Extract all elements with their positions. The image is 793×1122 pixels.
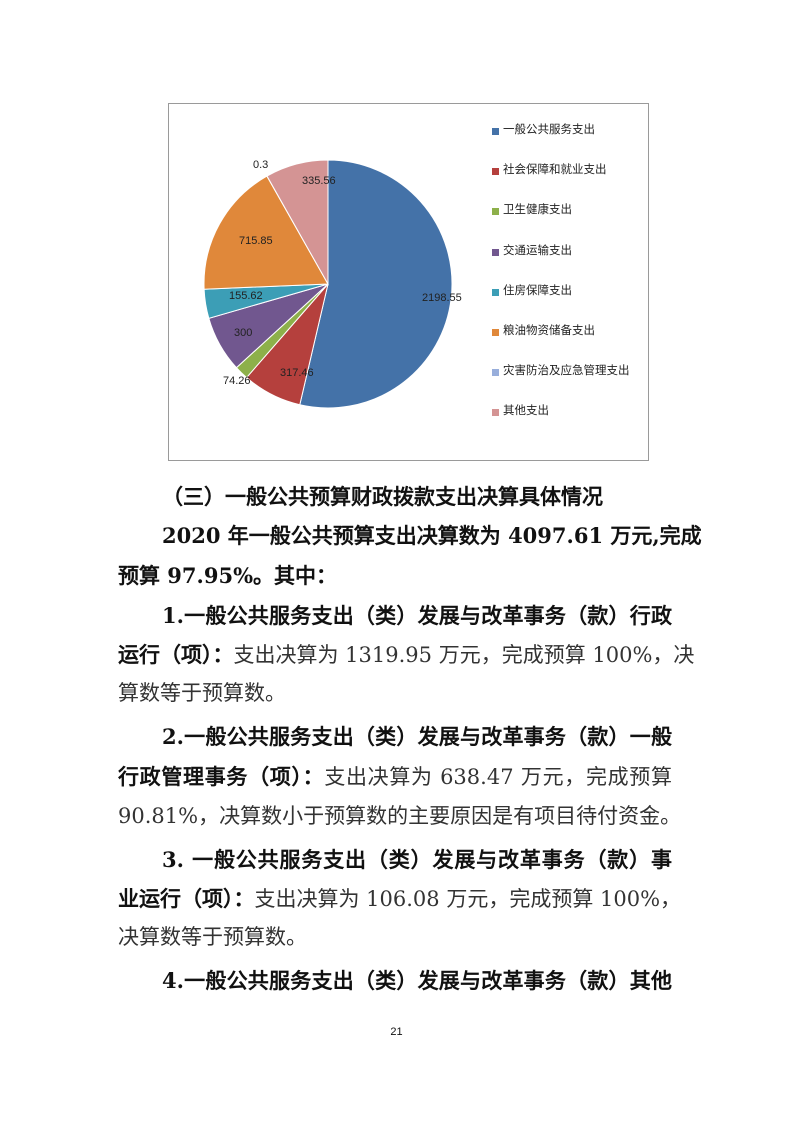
page-number: 21 [390,1026,403,1038]
body-text: 算数等于预算数。 [118,681,286,705]
legend-swatch [492,328,499,336]
pie-svg: 2198.55 317.46 74.26 300 155.62 715.85 0.3 335.… [203,159,462,409]
body-text: 90.81%，决算数小于预算数的主要原因是有项目待付资金。 [118,804,682,828]
pie-slice [299,159,453,409]
bold-text: 业运行（项）： [118,886,255,911]
body-text: 支出决算为 638.47 万元，完成预算 [324,765,672,789]
bold-text: 3. 一般公共服务支出（类）发展与改革事务（款）事 [162,847,672,872]
legend-item: 灾害防治及应急管理支出 [492,363,643,403]
text-line: 业运行（项）：支出决算为 106.08 万元，完成预算 100%， [118,885,681,913]
pie-chart: 2198.55 317.46 74.26 300 155.62 715.85 0.3 335.… [168,103,649,461]
legend-swatch [492,248,499,256]
bold-text: （三）一般公共预算财政拨款支出决算具体情况 [162,484,603,509]
bold-text: 行政管理事务（项）： [118,764,325,789]
text-line: 2.一般公共服务支出（类）发展与改革事务（款）一般 [162,723,672,751]
body-text: 决算数等于预算数。 [118,925,307,949]
bold-text: 2020 年一般公共预算支出决算数为 4097.61 万元,完成 [162,523,702,548]
bold-text: 1.一般公共服务支出（类）发展与改革事务（款）行政 [162,603,672,628]
legend-label: 其他支出 [503,403,549,418]
legend-swatch [492,409,499,417]
legend-item: 社会保障和就业支出 [492,162,643,202]
legend-item: 粮油物资储备支出 [492,323,643,363]
slice-data-label: 0.3 [253,159,268,171]
slice-data-label: 2198.55 [422,292,462,304]
text-line: 算数等于预算数。 [118,679,672,707]
body-text: 支出决算为 106.08 万元，完成预算 100%， [254,887,682,911]
text-line: 预算 97.95%。其中： [118,562,672,590]
text-line: 决算数等于预算数。 [118,923,672,951]
bold-text: 运行（项）： [118,642,234,667]
legend-item: 卫生健康支出 [492,202,643,242]
slice-data-label: 317.46 [280,367,314,379]
legend-label: 一般公共服务支出 [503,122,595,136]
slice-data-label: 300 [234,327,252,339]
text-line: 3. 一般公共服务支出（类）发展与改革事务（款）事 [162,846,672,874]
text-line: （三）一般公共预算财政拨款支出决算具体情况 [162,483,672,511]
text-line: 1.一般公共服务支出（类）发展与改革事务（款）行政 [162,602,672,630]
pie-slice [203,175,329,290]
bold-text: 2.一般公共服务支出（类）发展与改革事务（款）一般 [162,724,672,749]
slice-data-label: 74.26 [223,375,251,387]
legend-swatch [492,288,499,296]
legend-swatch [492,128,499,135]
legend-label: 粮油物资储备支出 [503,322,595,337]
legend-swatch [492,168,499,176]
slice-data-label: 155.62 [229,290,263,302]
slice-data-label: 715.85 [239,235,273,247]
text-line: 行政管理事务（项）：支出决算为 638.47 万元，完成预算 [118,763,672,791]
legend-label: 住房保障支出 [503,282,572,297]
legend-label: 卫生健康支出 [503,202,572,217]
text-line: 4.一般公共服务支出（类）发展与改革事务（款）其他 [162,967,672,995]
legend-item: 其他支出 [492,403,643,443]
legend-swatch [492,369,499,377]
slice-data-label: 335.56 [302,175,336,187]
bold-text: 4.一般公共服务支出（类）发展与改革事务（款）其他 [162,968,672,993]
text-line: 90.81%，决算数小于预算数的主要原因是有项目待付资金。 [118,802,681,830]
pie-slice [266,159,329,286]
legend-swatch [492,208,499,216]
legend-label: 灾害防治及应急管理支出 [503,363,630,378]
bold-text: 预算 97.95%。其中： [118,563,338,588]
legend-item: 一般公共服务支出 [492,122,643,162]
body-text: 支出决算为 1319.95 万元，完成预算 100%，决 [233,643,695,667]
chart-legend: 一般公共服务支出 社会保障和就业支出 卫生健康支出 交通运输支出 住房保障支出粮油物资储… [492,122,643,444]
text-line: 2020 年一般公共预算支出决算数为 4097.61 万元,完成 [162,522,702,550]
text-line: 运行（项）：支出决算为 1319.95 万元，完成预算 100%，决 [118,641,694,669]
legend-item: 住房保障支出 [492,283,643,323]
legend-label: 社会保障和就业支出 [503,162,607,177]
legend-item: 交通运输支出 [492,243,643,283]
legend-label: 交通运输支出 [503,242,572,257]
